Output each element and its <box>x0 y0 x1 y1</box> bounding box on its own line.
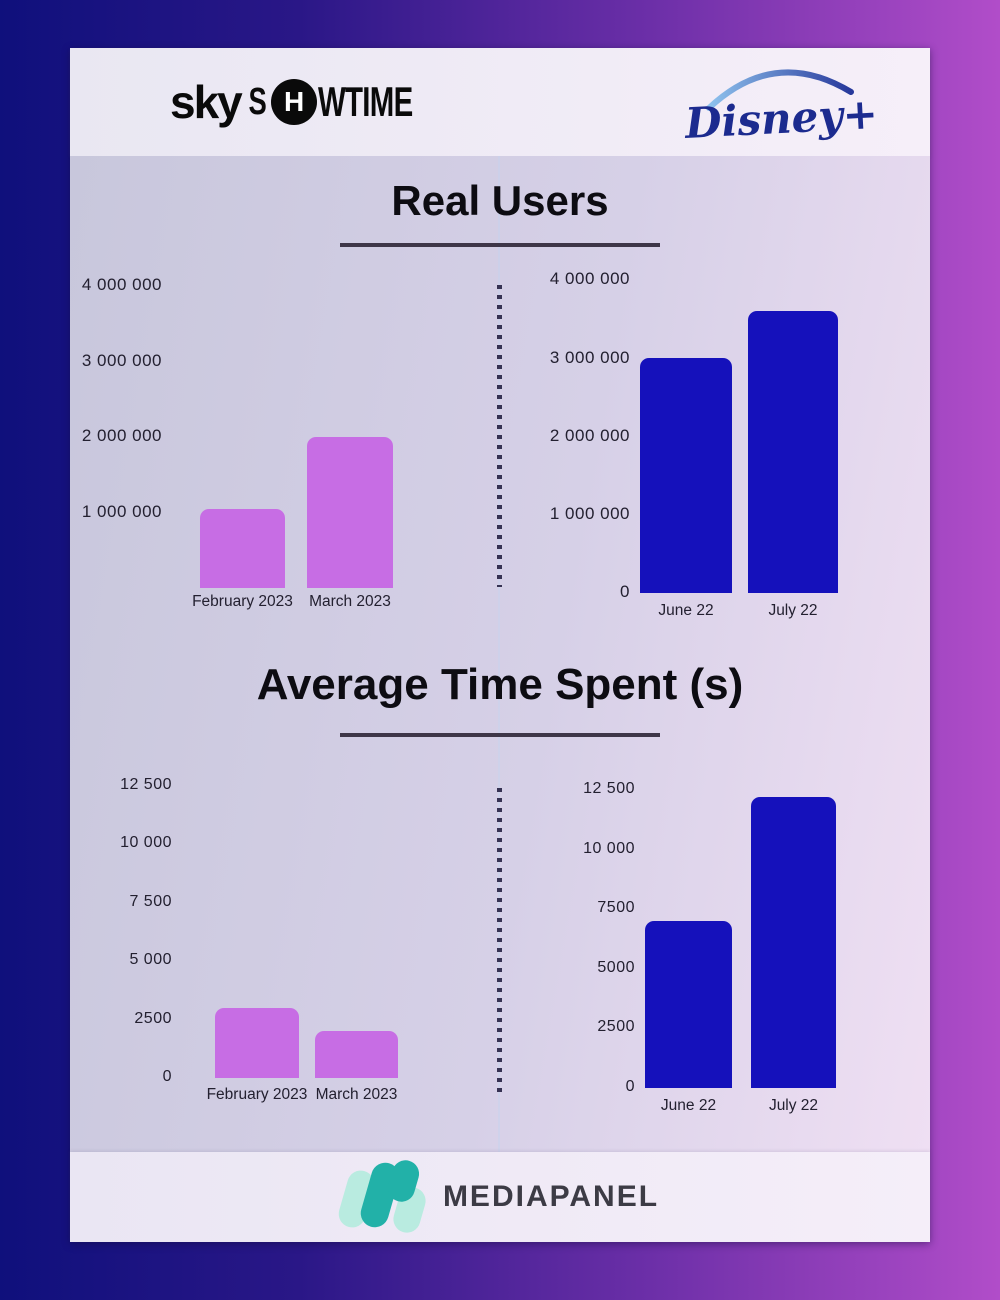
category-label: February 2023 <box>192 593 293 610</box>
y-axis-tick-label: 2500 <box>134 1009 172 1027</box>
mediapanel-logo-icon <box>335 1157 429 1236</box>
bar-june-22 <box>640 358 732 593</box>
bar-march-2023 <box>307 437 393 588</box>
disney-name: Disney <box>683 90 844 148</box>
disney-plus-wordmark: Disney+ <box>683 88 880 148</box>
y-axis-tick-label: 2 000 000 <box>81 426 162 446</box>
dotted-divider-top <box>497 285 502 587</box>
chart-average-time-skyshowtime: 12 500 10 000 7 500 5 000 2500 0 February 2023… <box>70 156 930 1152</box>
footer-band: MEDIAPANEL <box>70 1152 930 1242</box>
y-axis-tick-label: 0 <box>625 1078 635 1096</box>
skyshowtime-logo-sky: sky <box>170 76 243 128</box>
y-axis-tick-label: 12 500 <box>120 776 172 794</box>
y-axis-tick-label: 12 500 <box>583 780 635 798</box>
dotted-divider-bottom <box>497 788 502 1098</box>
y-axis-tick-label: 3 000 000 <box>549 347 630 367</box>
category-label: June 22 <box>660 1097 717 1114</box>
title-underline-real-users <box>340 243 660 247</box>
y-axis-tick-label: 4 000 000 <box>549 269 630 289</box>
header-band: sky S H WTIME Disney+ <box>70 48 930 156</box>
disney-plus-logo: Disney+ <box>683 56 880 151</box>
y-axis-tick-label: 0 <box>162 1068 172 1086</box>
category-label: March 2023 <box>309 593 391 610</box>
category-label: February 2023 <box>206 1086 308 1103</box>
y-axis-tick-label: 5 000 <box>129 951 172 969</box>
y-axis-tick-label: 5000 <box>597 958 635 976</box>
bar-july-22 <box>751 797 836 1088</box>
skyshowtime-logo-h: H <box>283 86 305 117</box>
y-axis-tick-label: 10 000 <box>120 834 172 852</box>
y-axis-tick-label: 0 <box>620 582 630 602</box>
category-label: July 22 <box>768 1097 819 1114</box>
disney-arc-icon <box>706 69 854 111</box>
skyshowtime-logo-wtime: WTIME <box>318 78 413 125</box>
section-title-real-users: Real Users <box>391 177 609 224</box>
section-title-average-time-spent: Average Time Spent (s) <box>256 660 744 709</box>
bar-february-2023 <box>200 508 285 588</box>
bar-march-2023 <box>315 1031 398 1078</box>
mediapanel-wordmark: MEDIAPANEL <box>442 1180 660 1213</box>
category-label: March 2023 <box>315 1086 398 1103</box>
y-axis-tick-label: 1 000 000 <box>549 504 630 524</box>
chart-average-time-disney: 12 500 10 000 7500 5000 2500 0 June 22 July 22 <box>70 156 930 1152</box>
center-divider-line <box>498 156 500 1152</box>
y-axis-tick-label: 7500 <box>597 899 635 917</box>
category-label: July 22 <box>768 602 818 619</box>
chart-real-users-skyshowtime: 4 000 000 3 000 000 2 000 000 1 000 000 Febr… <box>70 156 930 1152</box>
y-axis-tick-label: 4 000 000 <box>81 275 162 295</box>
y-axis-tick-label: 1 000 000 <box>81 501 162 521</box>
bar-july-22 <box>748 311 838 593</box>
disney-plus-sign: + <box>841 88 880 140</box>
y-axis-tick-label: 2500 <box>597 1018 635 1036</box>
skyshowtime-logo: sky S H WTIME <box>170 76 453 128</box>
infographic-card: sky S H WTIME Disney+ Real Users <box>70 48 930 1242</box>
charts-area: Real Users 4 000 000 3 000 000 2 000 000 1 … <box>70 156 930 1152</box>
skyshowtime-logo-s: S <box>248 81 267 123</box>
y-axis-tick-label: 7 500 <box>129 892 172 910</box>
category-label: June 22 <box>658 602 714 619</box>
y-axis-tick-label: 3 000 000 <box>81 350 162 370</box>
title-underline-average-time-spent <box>340 733 660 737</box>
chart-real-users-disney: 4 000 000 3 000 000 2 000 000 1 000 000 0 Jun… <box>70 156 930 1152</box>
bar-february-2023 <box>215 1007 299 1078</box>
y-axis-tick-label: 2 000 000 <box>549 425 630 445</box>
bar-june-22 <box>645 921 732 1088</box>
skyshowtime-circle-icon: H <box>271 79 318 125</box>
y-axis-tick-label: 10 000 <box>583 839 635 857</box>
